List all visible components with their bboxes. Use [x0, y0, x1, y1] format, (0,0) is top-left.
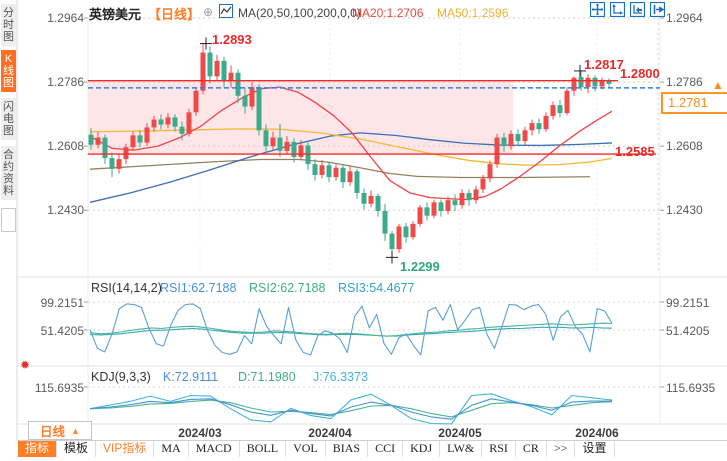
kdj-upper-label-left: 115.6935	[34, 381, 84, 395]
rsi-lower-label-right: 51.4205	[666, 324, 710, 338]
period-selector-label: 日线	[40, 425, 66, 439]
toolbar-item-cr[interactable]: CR	[516, 441, 547, 457]
ma20-value: MA20:1.2706	[352, 6, 424, 20]
price-up-arrow-icon: ▲	[712, 78, 724, 92]
kdj-upper-label-right: 115.6935	[666, 381, 716, 395]
rsi3-value: RSI3:54.4677	[338, 281, 415, 295]
add-indicator-icon[interactable]: ⊕	[203, 5, 214, 19]
sidebar-item-contract-info[interactable]: 合约资料	[1, 146, 16, 200]
zoom-axis-icon[interactable]	[609, 1, 626, 18]
kdj-title[interactable]: KDJ(9,3,3)	[91, 370, 151, 384]
support-annotation: 1.2585	[615, 144, 655, 159]
rsi-title[interactable]: RSI(14,14,2)	[91, 281, 162, 295]
period-label: 【日线】	[148, 7, 201, 22]
toolbar-item-macd[interactable]: MACD	[189, 441, 240, 457]
toolbar-item-vol[interactable]: VOL	[286, 441, 326, 457]
kdj-k-value: K:72.9111	[163, 370, 219, 384]
toolbar-tab-templates[interactable]: 模板	[57, 441, 97, 457]
sidebar-item-lightning-chart[interactable]: 闪电图	[1, 98, 16, 140]
ma-chart-icon[interactable]	[219, 4, 233, 23]
rsi-upper-label-right: 99.2151	[666, 296, 710, 310]
symbol-name: 英镑美元	[89, 7, 142, 22]
toolbar-item-bias[interactable]: BIAS	[326, 441, 369, 457]
toolbar-item-boll[interactable]: BOLL	[240, 441, 287, 457]
month-label-4: 2024/06	[575, 426, 619, 440]
low-annotation: 1.2299	[400, 259, 440, 274]
toolbar-item-lw[interactable]: LW&	[440, 441, 483, 457]
price-label-left-3: 1.2608	[47, 139, 84, 153]
toolbar-item-settings[interactable]: 设置	[575, 441, 615, 457]
toolbar-item-more[interactable]: >>	[547, 441, 576, 457]
high-annotation: 1.2893	[212, 32, 252, 47]
rsi-upper-label-left: 99.2151	[40, 296, 84, 310]
month-label-2: 2024/04	[308, 426, 352, 440]
pan-axis-icon[interactable]	[629, 1, 646, 18]
month-label-3: 2024/05	[438, 426, 482, 440]
ma-params-label: MA(20,50,100,200,0,0)	[238, 6, 361, 20]
alarm-sun-icon[interactable]: ✹	[20, 358, 31, 372]
swing-high-annotation: 1.2817	[584, 57, 624, 72]
price-label-left-1: 1.2964	[47, 11, 84, 25]
price-label-right-1: 1.2964	[666, 11, 703, 25]
sidebar-item-time-chart[interactable]: 分时图	[1, 4, 16, 46]
kdj-j-value: J:76.3373	[313, 370, 368, 384]
toolbar-tab-indicators[interactable]: 指标	[18, 441, 58, 457]
price-label-right-2: 1.2786	[666, 75, 703, 89]
resistance-annotation: 1.2800	[620, 66, 660, 81]
price-label-left-4: 1.2430	[47, 203, 84, 217]
toolbar-item-ma[interactable]: MA	[154, 441, 189, 457]
collapse-right-icon[interactable]	[649, 1, 666, 18]
crosshair-tool-icon[interactable]	[589, 1, 606, 18]
price-label-right-3: 1.2608	[666, 139, 703, 153]
price-label-right-4: 1.2430	[666, 203, 703, 217]
toolbar-item-rsi[interactable]: RSI	[482, 441, 516, 457]
price-label-left-2: 1.2786	[47, 75, 84, 89]
period-selector[interactable]: 日线 ▲	[28, 421, 92, 440]
current-price-box: 1.2781	[661, 92, 727, 114]
sidebar-item-kline-chart[interactable]: K线图	[1, 50, 16, 92]
rsi-lower-label-left: 51.4205	[40, 324, 84, 338]
sidebar-blank-box	[1, 208, 16, 232]
chevron-up-icon: ▲	[71, 425, 80, 436]
rsi2-value: RSI2:62.7188	[249, 281, 326, 295]
kdj-d-value: D:71.1980	[238, 370, 296, 384]
rsi1-value: RSI1:62.7188	[160, 281, 237, 295]
toolbar-item-cci[interactable]: CCI	[368, 441, 404, 457]
toolbar-tab-vip-indicators[interactable]: VIP指标	[96, 441, 155, 457]
month-label-1: 2024/03	[178, 426, 222, 440]
ma50-value: MA50:1.2596	[437, 6, 509, 20]
toolbar-item-kdj[interactable]: KDJ	[403, 441, 441, 457]
indicator-toolbar: 指标 模板 VIP指标 MA MACD BOLL VOL BIAS CCI KD…	[17, 440, 727, 457]
